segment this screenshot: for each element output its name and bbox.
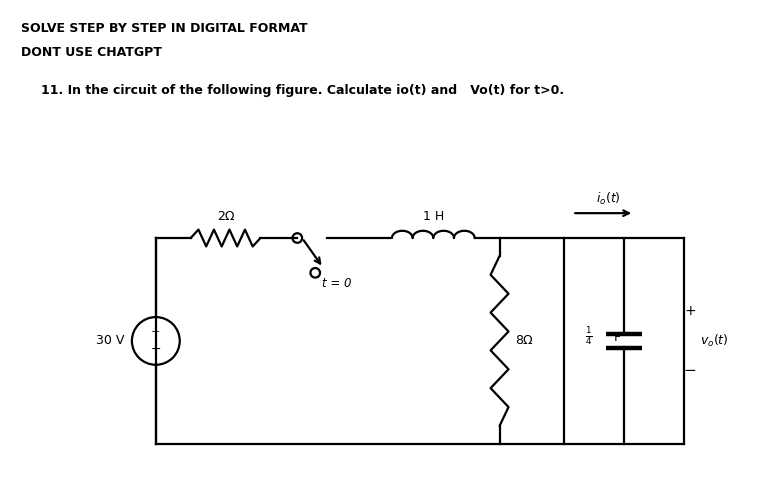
- Text: +: +: [151, 327, 160, 337]
- Text: $i_o(t)$: $i_o(t)$: [596, 191, 621, 207]
- Text: +: +: [684, 304, 696, 318]
- Text: 2Ω: 2Ω: [217, 210, 235, 223]
- Text: −: −: [684, 363, 696, 378]
- Text: DONT USE CHATGPT: DONT USE CHATGPT: [21, 46, 162, 59]
- Text: 11. In the circuit of the following figure. Calculate io(t) and   Vo(t) for t>0.: 11. In the circuit of the following figu…: [41, 84, 565, 97]
- Text: t = 0: t = 0: [323, 277, 351, 290]
- Text: F: F: [614, 331, 622, 344]
- Text: $\frac{1}{4}$: $\frac{1}{4}$: [584, 325, 592, 347]
- Text: $v_o(t)$: $v_o(t)$: [700, 333, 729, 349]
- Text: SOLVE STEP BY STEP IN DIGITAL FORMAT: SOLVE STEP BY STEP IN DIGITAL FORMAT: [21, 22, 308, 35]
- Text: 1 H: 1 H: [423, 210, 444, 223]
- Text: −: −: [150, 343, 161, 356]
- Text: 8Ω: 8Ω: [515, 334, 533, 347]
- Text: 30 V: 30 V: [96, 334, 124, 347]
